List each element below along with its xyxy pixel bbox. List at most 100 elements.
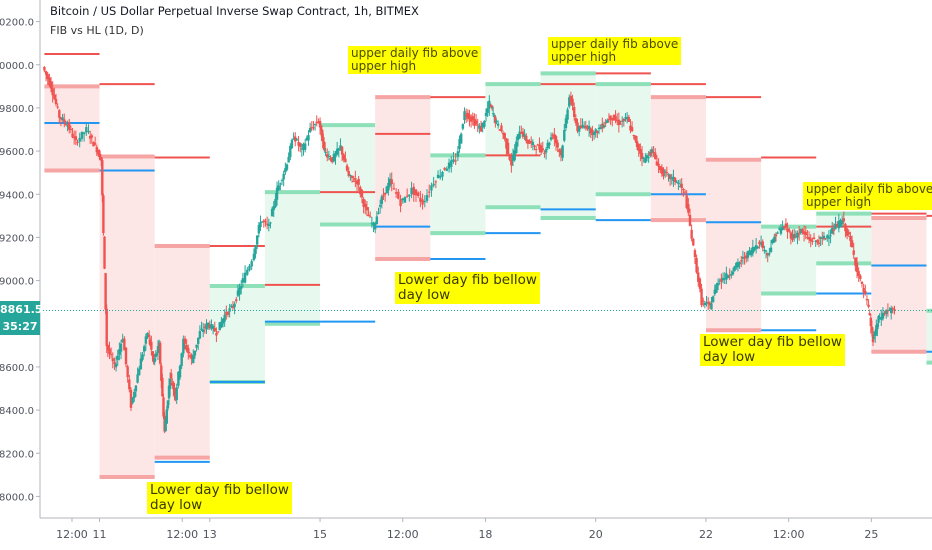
candle-body	[210, 324, 213, 329]
candle-body	[616, 120, 619, 122]
annotation-upper-fib-2[interactable]: upper daily fib above upper high	[548, 37, 682, 65]
day-zone	[761, 226, 817, 294]
candle-body	[864, 290, 867, 295]
candle-body	[447, 162, 451, 169]
candle-body	[659, 166, 662, 171]
candle-body	[857, 271, 860, 276]
candle-body	[180, 353, 183, 366]
candle-body	[738, 262, 741, 265]
candle-body	[78, 137, 81, 142]
candle-body	[317, 121, 320, 123]
candle-body	[584, 125, 587, 128]
candle-body	[441, 171, 444, 177]
candle-body	[834, 223, 837, 230]
annotation-lower-fib-1[interactable]: Lower day fib bellow day low	[395, 272, 540, 304]
candle-body	[230, 305, 233, 307]
annotation-lower-fib-3[interactable]: Lower day fib bellow day low	[700, 334, 845, 366]
candle-body	[118, 349, 121, 355]
candle-body	[890, 307, 893, 314]
candle-body	[811, 240, 814, 243]
candle-body	[632, 135, 635, 137]
annotation-line: upper high	[351, 59, 417, 73]
candle-body	[731, 271, 735, 275]
candle-body	[423, 201, 427, 203]
candle-body	[93, 143, 97, 145]
candle-body	[551, 135, 554, 137]
candle-body	[792, 234, 796, 238]
annotation-lower-fib-2[interactable]: Lower day fib bellow day low	[147, 482, 292, 514]
candle-body	[161, 377, 164, 397]
candle-body	[508, 154, 511, 160]
candle-body	[549, 137, 553, 140]
annotation-line: Lower day fib bellow	[150, 482, 289, 498]
candle-body	[170, 373, 173, 379]
candle-body	[619, 123, 622, 125]
candle-body	[416, 192, 420, 197]
annotation-line: upper high	[806, 195, 872, 209]
candle-body	[375, 216, 379, 225]
candle-body	[759, 243, 763, 245]
candle-body	[700, 288, 703, 306]
candle-body	[103, 236, 106, 269]
candle-body	[515, 141, 518, 153]
candle-body	[274, 199, 277, 208]
candle-body	[571, 98, 574, 106]
last-price-tag: 8861.5	[0, 301, 43, 319]
candle-body	[382, 195, 385, 197]
candle-body	[723, 278, 726, 280]
candle-body	[871, 334, 875, 343]
candle-body	[538, 144, 541, 150]
candle-body	[136, 374, 139, 383]
annotation-upper-fib-1[interactable]: upper daily fib above upper high	[348, 46, 482, 74]
candle-body	[312, 127, 315, 129]
candle-body	[403, 197, 407, 203]
candle-body	[776, 232, 779, 234]
candle-body	[102, 195, 105, 234]
candle-body	[558, 149, 561, 153]
annotation-upper-fib-3[interactable]: upper daily fib above upper high	[803, 182, 932, 210]
candle-body	[546, 142, 549, 149]
candle-body	[299, 143, 302, 147]
candle-body	[458, 139, 461, 149]
candle-body	[385, 186, 388, 194]
candle-body	[321, 129, 324, 142]
candle-body	[479, 126, 483, 132]
candle-body	[201, 329, 205, 332]
candle-body	[303, 143, 307, 150]
candle-body	[807, 237, 811, 240]
candle-body	[220, 321, 223, 328]
candle-body	[203, 326, 207, 328]
candle-body	[95, 146, 98, 153]
candle-body	[577, 126, 581, 132]
candle-body	[526, 139, 530, 144]
chart-title: Bitcoin / US Dollar Perpetual Inverse Sw…	[50, 4, 419, 18]
candle-body	[685, 195, 688, 208]
candle-body	[334, 153, 337, 158]
indicator-legend[interactable]: FIB vs HL (1D, D)	[50, 24, 144, 37]
candle-body	[586, 127, 589, 130]
candle-body	[868, 313, 871, 316]
annotation-line: day low	[703, 349, 756, 365]
candle-body	[231, 307, 235, 309]
y-tick-label: 9200.0	[0, 233, 34, 244]
candle-body	[491, 113, 495, 115]
candle-body	[788, 229, 791, 232]
candle-body	[394, 192, 398, 194]
candle-body	[493, 115, 496, 118]
candle-body	[582, 125, 586, 128]
candle-body	[654, 152, 657, 159]
candle-body	[875, 325, 878, 334]
candle-body	[340, 146, 344, 155]
candle-body	[733, 266, 736, 271]
candle-body	[134, 385, 138, 392]
candle-body	[673, 177, 677, 182]
candle-body	[620, 120, 624, 122]
candle-body	[238, 287, 241, 295]
candle-body	[740, 260, 743, 262]
candle-body	[160, 365, 163, 381]
candle-body	[370, 222, 374, 224]
candle-body	[736, 262, 740, 268]
candle-body	[192, 355, 195, 364]
candle-body	[142, 346, 146, 352]
